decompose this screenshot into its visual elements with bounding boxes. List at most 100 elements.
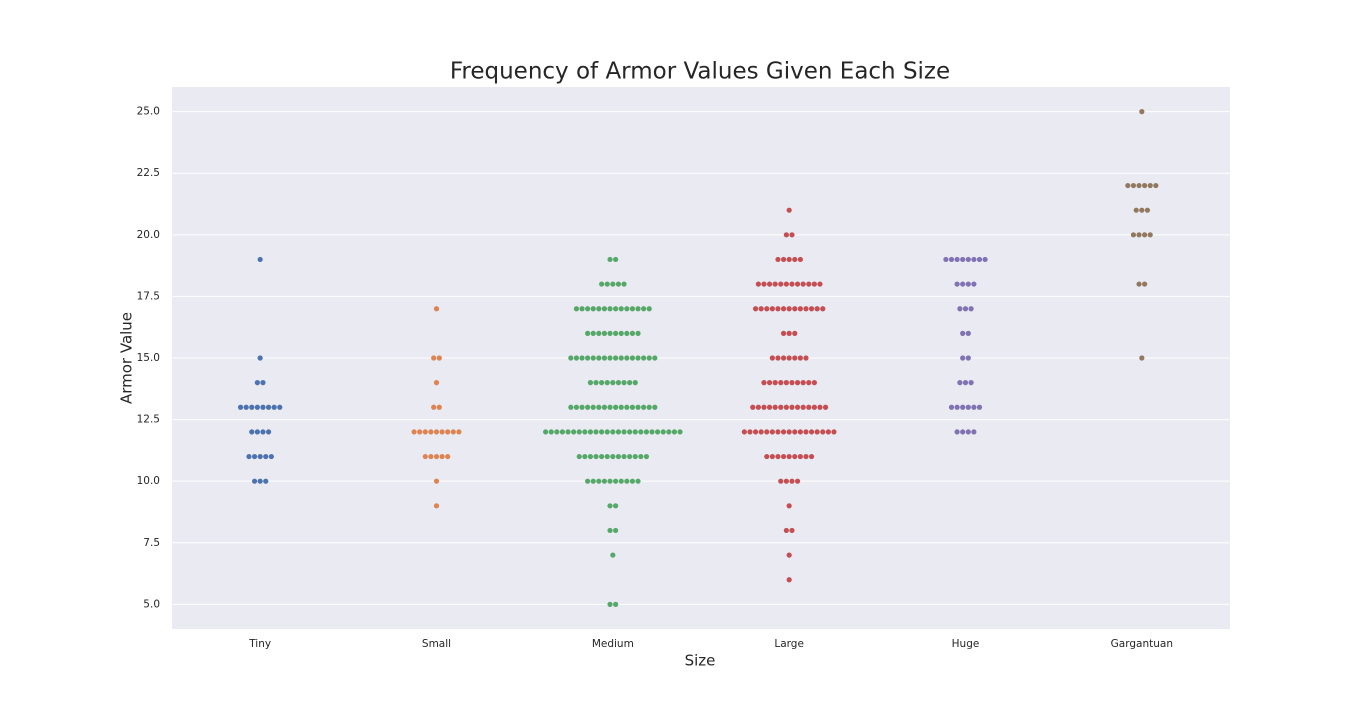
dot: [257, 453, 263, 460]
dot: [260, 429, 266, 435]
dot: [954, 429, 960, 435]
dot: [797, 355, 803, 361]
dot: [436, 404, 442, 410]
dot: [599, 429, 605, 435]
dot: [585, 330, 591, 336]
dot: [587, 453, 594, 460]
dot: [786, 453, 792, 460]
dot: [624, 330, 630, 336]
dot: [766, 281, 773, 287]
dot: [579, 355, 585, 361]
dot: [601, 404, 608, 410]
dot: [596, 478, 602, 484]
dot: [982, 256, 988, 263]
dot: [445, 453, 451, 460]
chart-title: Frequency of Armor Values Given Each Siz…: [450, 59, 950, 85]
dot: [613, 527, 619, 534]
dot: [772, 281, 778, 287]
x-axis-label: Size: [685, 652, 716, 670]
dot: [766, 380, 773, 386]
dot: [783, 527, 789, 534]
dot: [613, 503, 619, 509]
dot: [431, 404, 437, 410]
dot: [268, 453, 274, 460]
dot: [590, 355, 596, 361]
dot: [590, 478, 596, 484]
dot: [543, 429, 549, 435]
dot: [596, 306, 602, 312]
dot: [582, 453, 588, 460]
y-tick-label: 7.5: [143, 537, 160, 549]
dot: [629, 355, 636, 361]
dot: [604, 453, 610, 460]
dot: [766, 404, 773, 410]
dot: [971, 404, 977, 410]
x-tick-label: Tiny: [248, 638, 271, 650]
dot: [621, 429, 627, 435]
dot: [635, 330, 641, 336]
dot: [439, 429, 445, 435]
dot: [769, 453, 775, 460]
dot: [621, 281, 627, 287]
dot: [965, 429, 971, 435]
dot: [411, 429, 417, 435]
dot: [820, 429, 826, 435]
dot: [786, 552, 792, 558]
dot: [632, 429, 638, 435]
dot: [643, 429, 650, 435]
dot: [789, 232, 795, 238]
dot: [1142, 182, 1148, 189]
dot: [761, 404, 767, 410]
dot: [571, 429, 577, 435]
dot: [246, 453, 252, 460]
dot: [610, 281, 616, 287]
dot: [677, 429, 683, 435]
dot: [579, 306, 585, 312]
dot: [783, 380, 789, 386]
dot: [811, 404, 817, 410]
dot: [249, 404, 255, 410]
dot: [646, 306, 652, 312]
dot: [772, 380, 778, 386]
dot: [797, 429, 803, 435]
dot: [786, 330, 792, 336]
dot: [965, 355, 971, 361]
dot: [456, 429, 462, 435]
dot: [780, 429, 787, 435]
dot: [615, 453, 622, 460]
dot: [641, 355, 647, 361]
dot: [655, 429, 661, 435]
dot: [632, 453, 638, 460]
dot: [960, 256, 966, 263]
dot: [800, 404, 806, 410]
dot: [755, 404, 761, 410]
dot: [811, 380, 817, 386]
dot: [618, 306, 624, 312]
dot: [439, 453, 445, 460]
dot: [792, 306, 798, 312]
dot: [761, 380, 767, 386]
dot: [559, 429, 566, 435]
dot: [641, 306, 647, 312]
dot: [568, 404, 574, 410]
dot: [778, 281, 784, 287]
dot: [831, 429, 837, 435]
dot: [618, 478, 624, 484]
dot: [613, 256, 619, 263]
dot: [587, 429, 594, 435]
dot: [752, 429, 759, 435]
dot: [750, 404, 756, 410]
dot: [576, 453, 582, 460]
dot: [797, 256, 803, 263]
dot: [794, 404, 801, 410]
dot: [783, 478, 789, 484]
dot: [806, 281, 812, 287]
y-tick-label: 22.5: [137, 167, 160, 179]
dot: [596, 355, 602, 361]
dot: [548, 429, 554, 435]
dot: [624, 355, 630, 361]
dot: [265, 404, 272, 410]
dot: [775, 453, 781, 460]
dot: [554, 429, 560, 435]
dot: [607, 503, 613, 509]
